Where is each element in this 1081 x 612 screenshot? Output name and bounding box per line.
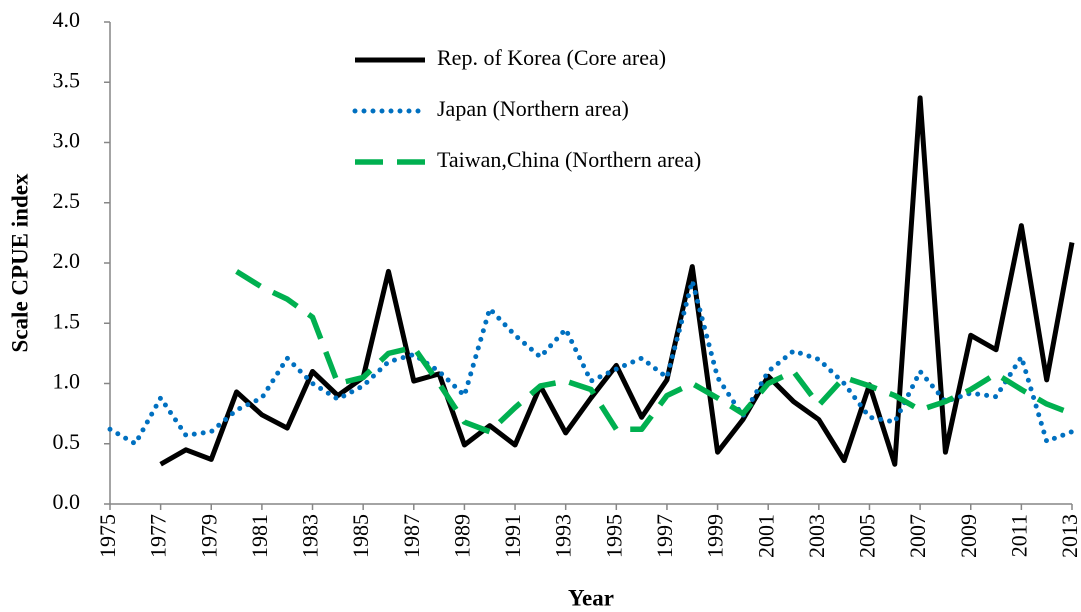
x-tick-label: 1989 (449, 514, 474, 558)
legend-label: Rep. of Korea (Core area) (437, 45, 666, 70)
x-tick-label: 1981 (247, 514, 272, 558)
y-tick-label: 0.0 (53, 489, 81, 514)
x-tick-label: 2011 (1006, 514, 1031, 557)
x-tick-label: 1985 (348, 514, 373, 558)
x-tick-label: 2009 (956, 514, 981, 558)
y-tick-label: 0.5 (53, 429, 81, 454)
x-tick-label: 1999 (703, 514, 728, 558)
legend-label: Japan (Northern area) (437, 96, 629, 121)
x-axis-title: Year (568, 585, 614, 610)
x-tick-label: 1983 (298, 514, 323, 558)
x-tick-label: 1993 (551, 514, 576, 558)
x-tick-label: 1997 (652, 514, 677, 558)
x-tick-label: 2007 (905, 514, 930, 558)
y-tick-label: 1.5 (53, 308, 81, 333)
x-tick-label: 1995 (601, 514, 626, 558)
x-tick-label: 1975 (95, 514, 120, 558)
y-tick-label: 3.5 (53, 67, 81, 92)
x-tick-label: 1991 (500, 514, 525, 558)
series-line (159, 95, 1075, 467)
y-tick-label: 1.0 (53, 369, 81, 394)
y-tick-label: 4.0 (53, 7, 81, 32)
x-tick-label: 2005 (855, 514, 880, 558)
x-tick-label: 1987 (399, 514, 424, 558)
series-line (107, 278, 1075, 447)
x-tick-label: 2003 (804, 514, 829, 558)
x-tick-label: 2001 (753, 514, 778, 558)
y-tick-label: 2.5 (53, 188, 81, 213)
y-tick-label: 2.0 (53, 248, 81, 273)
x-tick-label: 2013 (1057, 514, 1081, 558)
legend-label: Taiwan,China (Northern area) (437, 147, 701, 172)
x-tick-label: 1977 (146, 514, 171, 558)
x-tick-label: 1979 (196, 514, 221, 558)
y-tick-label: 3.0 (53, 128, 81, 153)
y-axis-title: Scale CPUE index (7, 173, 32, 352)
series-line (235, 269, 1073, 435)
